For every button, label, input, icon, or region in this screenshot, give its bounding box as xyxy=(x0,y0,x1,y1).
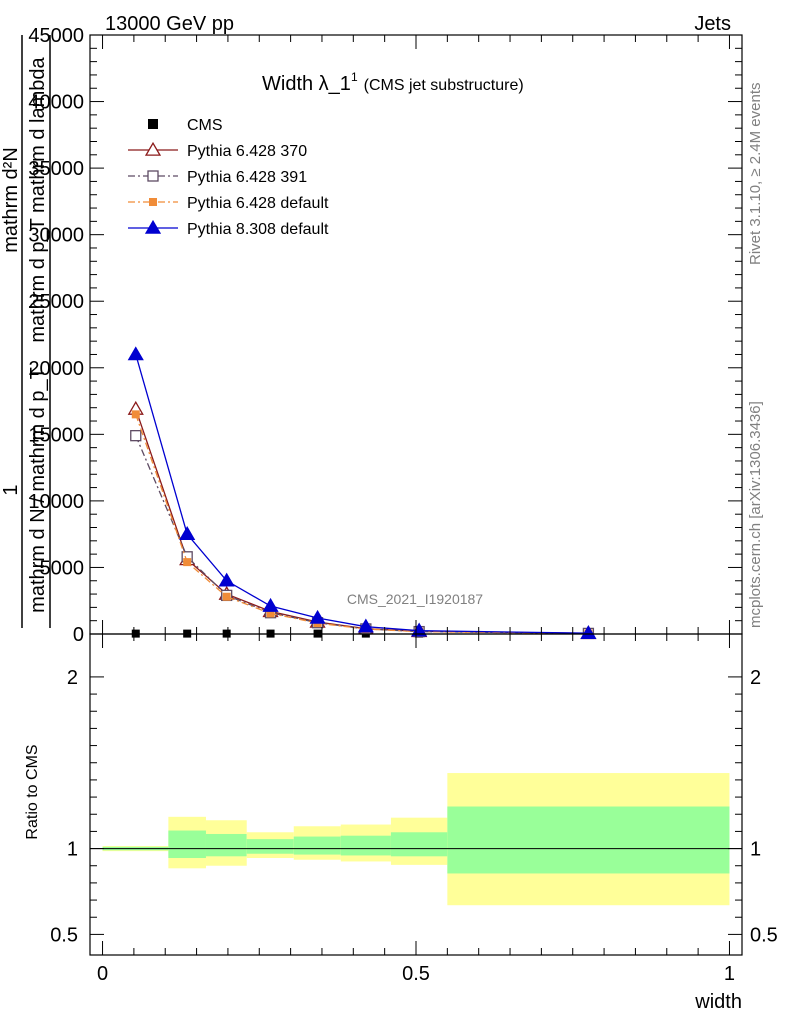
ratio-tick-label-right-1: 1 xyxy=(750,839,761,861)
y-tick-label-9: 45000 xyxy=(28,25,84,47)
ratio-tick-label-left-0: 0.5 xyxy=(50,924,78,946)
ratio-tick-label-right-2: 2 xyxy=(750,667,761,689)
series-4-point-5 xyxy=(357,618,374,633)
side-label-mcplots: mcplots.cern.ch [arXiv:1306.3436] xyxy=(747,401,764,628)
y-tick-label-6: 30000 xyxy=(28,225,84,247)
header-right: Jets xyxy=(694,13,731,35)
y-tick-label-5: 25000 xyxy=(28,291,84,313)
y-label-part-4: mathrm d p_T mathrm d lambda xyxy=(27,56,49,342)
y-label-part-3: mathrm d²N xyxy=(0,147,22,253)
chart-title: Width λ_11 (CMS jet substructure) xyxy=(262,70,524,95)
y-tick-label-0: 0 xyxy=(73,624,84,646)
legend-label-3: Pythia 6.428 default xyxy=(187,195,329,212)
ratio-y-label: Ratio to CMS xyxy=(24,744,41,839)
x-axis-label: width xyxy=(694,991,742,1013)
ratio-tick-label-left-2: 2 xyxy=(67,667,78,689)
y-tick-label-7: 35000 xyxy=(28,158,84,180)
ratio-tick-label-right-0: 0.5 xyxy=(750,924,778,946)
legend-marker-4 xyxy=(144,219,162,234)
legend-marker-3 xyxy=(149,198,157,206)
series-2 xyxy=(130,430,595,640)
ratio-bands xyxy=(102,773,730,906)
ratio-stat-band-1 xyxy=(168,830,206,859)
series-3-point-0 xyxy=(131,410,140,419)
series-4-point-3 xyxy=(262,597,279,612)
ratio-stat-band-3 xyxy=(246,839,294,854)
series-4-point-7 xyxy=(580,625,597,639)
ratio-stat-band-4 xyxy=(293,836,341,855)
series-2-point-0 xyxy=(130,430,142,442)
series-4 xyxy=(127,346,597,639)
y-label-part-1: 1 xyxy=(0,484,22,495)
series-4-point-4 xyxy=(309,609,326,624)
legend-label-1: Pythia 6.428 370 xyxy=(187,143,307,160)
legend-marker-1 xyxy=(144,141,162,156)
legend-entry-2: Pythia 6.428 391 xyxy=(128,169,307,186)
series-line-4 xyxy=(135,354,589,634)
legend-entry-0: CMS xyxy=(148,117,223,134)
ratio-tick-label-left-1: 1 xyxy=(67,839,78,861)
series-4-point-2 xyxy=(218,572,235,587)
y-tick-label-1: 5000 xyxy=(40,557,85,579)
analysis-watermark: CMS_2021_I1920187 xyxy=(347,591,483,607)
series-4-point-1 xyxy=(179,526,196,540)
ratio-stat-band-6 xyxy=(390,832,448,857)
y-tick-label-8: 40000 xyxy=(28,92,84,114)
axes: 0 0.5 1 0 5000 10000 15000 20000 25000 30000 35000… xyxy=(28,25,777,985)
legend-entry-1: Pythia 6.428 370 xyxy=(128,141,307,160)
side-label-rivet: Rivet 3.1.10, ≥ 2.4M events xyxy=(747,83,764,266)
series-3-point-1 xyxy=(183,558,192,567)
series-3-point-2 xyxy=(222,592,231,601)
series-4-point-0 xyxy=(127,346,144,361)
title-sup: 1 xyxy=(351,70,358,84)
legend-entry-4: Pythia 8.308 default xyxy=(128,219,329,238)
legend-marker-0 xyxy=(148,119,158,129)
legend-label-4: Pythia 8.308 default xyxy=(187,221,329,238)
y-tick-label-3: 15000 xyxy=(28,424,84,446)
x-tick-label-1: 0.5 xyxy=(402,963,430,985)
legend-marker-2 xyxy=(147,170,159,182)
y-label-part-2: mathrm d N / mathrm d p_T xyxy=(27,367,49,613)
x-tick-label-0: 0 xyxy=(97,963,108,985)
title-note: (CMS jet substructure) xyxy=(364,77,524,94)
y-tick-label-2: 10000 xyxy=(28,491,84,513)
y-axis-label: 1 mathrm d N / mathrm d p_T mathrm d²N m… xyxy=(0,35,51,628)
y-tick-label-4: 20000 xyxy=(28,358,84,380)
legend-entry-3: Pythia 6.428 default xyxy=(128,195,329,212)
header-left: 13000 GeV pp xyxy=(105,13,234,35)
series-line-3 xyxy=(135,414,589,635)
series-line-2 xyxy=(135,435,589,635)
legend-label-0: CMS xyxy=(187,117,223,134)
series-3-point-3 xyxy=(266,609,275,618)
title-main: Width λ_1 xyxy=(262,73,351,95)
legend: CMS Pythia 6.428 370 Pythia 6.428 391 Pythi… xyxy=(128,117,329,238)
ratio-stat-band-2 xyxy=(205,833,247,857)
ratio-stat-band-5 xyxy=(340,835,391,856)
x-tick-label-2: 1 xyxy=(724,963,735,985)
ratio-stat-band-7 xyxy=(447,806,730,874)
legend-label-2: Pythia 6.428 391 xyxy=(187,169,307,186)
